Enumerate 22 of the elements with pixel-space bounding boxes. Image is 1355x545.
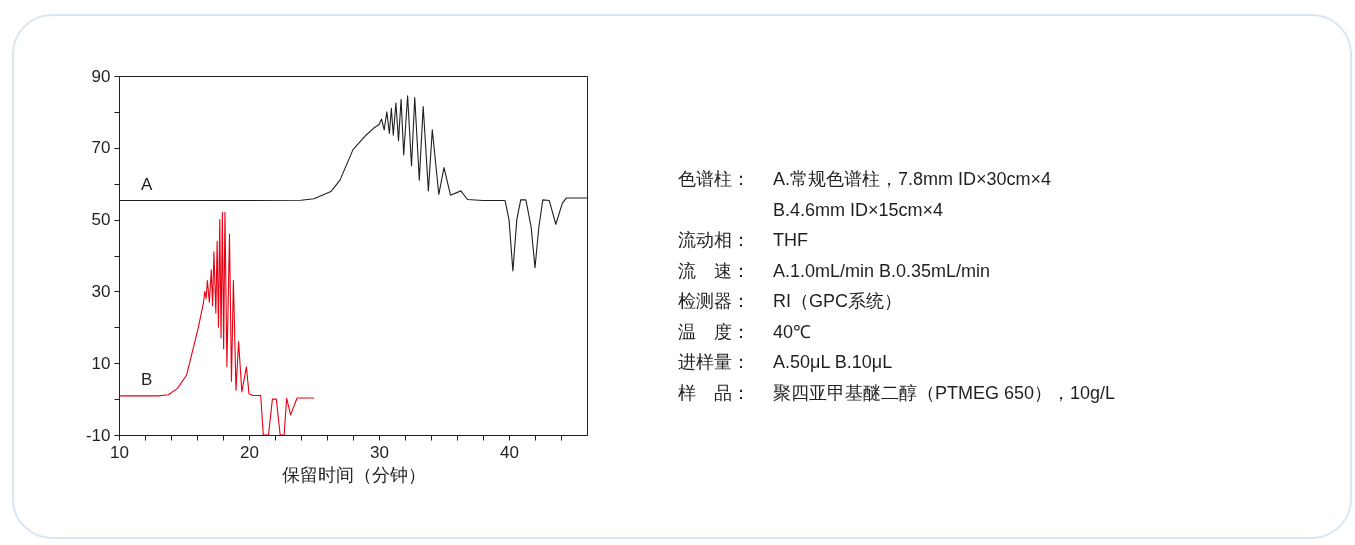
text: 流 速： A.1.0mL/min B.0.35mL/min bbox=[678, 260, 991, 281]
x-tick-label: 20 bbox=[240, 442, 259, 462]
text: 进样量： A.50μL B.10μL bbox=[678, 352, 893, 372]
y-tick-label: -10 bbox=[85, 425, 111, 445]
text: 温 度： 40℃ bbox=[678, 321, 812, 342]
series-label: A bbox=[141, 174, 153, 194]
y-tick-label: 50 bbox=[91, 210, 111, 230]
x-tick-label: 30 bbox=[370, 442, 389, 462]
series-label: B bbox=[141, 369, 153, 389]
text: 色谱柱： A.常规色谱柱，7.8mm ID×30cm×4 bbox=[678, 169, 1052, 189]
x-tick-label: 10 bbox=[110, 442, 129, 462]
text: 样 品： 聚四亚甲基醚二醇（PTMEG 650），10g/L bbox=[678, 382, 1116, 403]
y-tick-label: 10 bbox=[91, 353, 111, 373]
x-axis-title: 保留时间（分钟） bbox=[281, 463, 426, 485]
text: 检测器： RI（GPC系统） bbox=[678, 291, 903, 311]
line-series bbox=[119, 211, 315, 435]
text: 流动相： THF bbox=[678, 230, 808, 250]
y-tick-label: 70 bbox=[91, 138, 111, 158]
y-tick-label: 90 bbox=[91, 66, 111, 86]
y-tick-label: 30 bbox=[91, 281, 111, 301]
text: B.4.6mm ID×15cm×4 bbox=[773, 198, 944, 222]
x-tick-label: 40 bbox=[500, 442, 519, 462]
